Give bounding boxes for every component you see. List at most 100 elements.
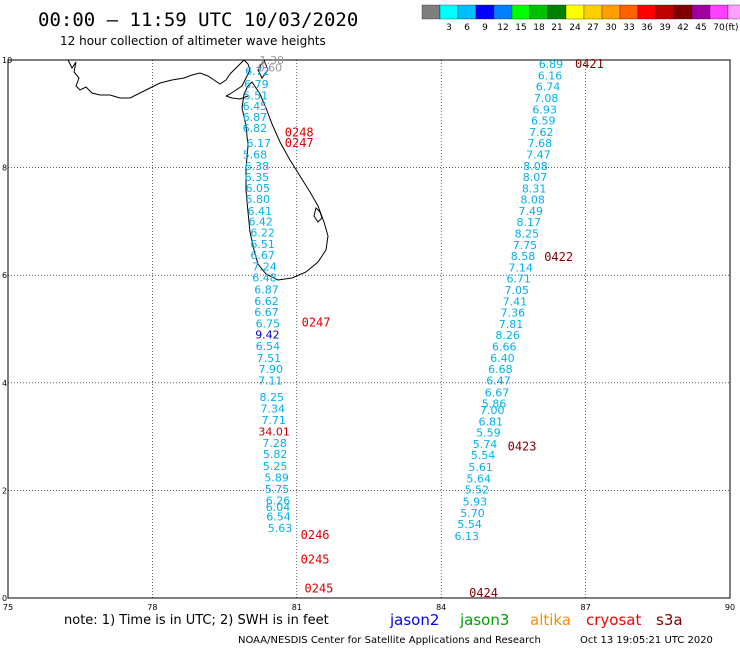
legend-s3a: s3a: [656, 611, 683, 629]
time-label: 0247: [302, 315, 331, 329]
time-label: 0421: [575, 57, 604, 71]
legend-altika: altika: [530, 611, 571, 629]
swh-value: 6.38: [245, 160, 270, 173]
legend-jason2: jason2: [389, 611, 439, 629]
swh-value: 6.71: [506, 273, 531, 286]
scale-label: 45: [695, 23, 706, 33]
swh-value: 5.54: [457, 518, 482, 531]
swh-value: 6.79: [244, 78, 269, 91]
scale-label: 27: [587, 23, 598, 33]
y-tick-label: 8: [2, 164, 7, 173]
swh-value: 6.54: [266, 511, 291, 524]
scale-unit: (ft): [725, 23, 739, 33]
swh-value: 6.93: [532, 103, 557, 116]
scale-swatch: [547, 4, 567, 20]
swh-value: 5.75: [265, 483, 290, 496]
legend-jason3: jason3: [459, 611, 509, 629]
swh-value: 5.63: [268, 522, 293, 535]
scale-swatch: [529, 4, 549, 20]
scale-swatch: [583, 4, 603, 20]
scale-label: 15: [515, 23, 526, 33]
swh-value: 6.47: [486, 374, 511, 387]
scale-label: 30: [605, 23, 617, 33]
swh-value: 6.26: [266, 494, 291, 507]
swh-value: 8.31: [522, 182, 547, 195]
swh-value: 5.54: [471, 449, 496, 462]
swh-value: 7.75: [513, 239, 538, 252]
swh-value: 5.82: [263, 448, 288, 461]
scale-label: 9: [482, 23, 488, 33]
swh-value: 7.24: [252, 260, 277, 273]
swh-value: 6.04: [266, 501, 291, 514]
swh-value: 7.68: [528, 137, 553, 150]
swh-value: 6.87: [254, 283, 279, 296]
swh-value: 6.67: [254, 306, 279, 319]
swh-value: 7.41: [503, 295, 528, 308]
track-gray-pass: 1.300.60: [258, 54, 284, 75]
y-tick-label: 10: [2, 56, 12, 65]
scale-label: 12: [497, 23, 508, 33]
swh-value: 1.30: [260, 54, 285, 67]
scale-swatch: [655, 4, 675, 20]
scale-label: 24: [569, 23, 581, 33]
swh-value: 7.62: [529, 126, 554, 139]
swh-value: 7.81: [499, 318, 524, 331]
map-title: 00:00 – 11:59 UTC 10/03/2020: [38, 9, 358, 31]
india-coast: [67, 59, 245, 99]
time-label: 0423: [508, 440, 537, 454]
swh-value: 6.81: [479, 415, 504, 428]
scale-label: 70: [713, 23, 725, 33]
y-axis-ticks: 0 2 4 6 8 10: [2, 56, 12, 603]
x-tick-label: 84: [436, 603, 446, 612]
scale-swatch: [439, 4, 459, 20]
swh-value: 8.26: [495, 329, 520, 342]
swh-value: 7.11: [258, 374, 283, 387]
scale-swatch: [601, 4, 621, 20]
swh-value: 5.70: [460, 507, 485, 520]
swh-value: 5.74: [473, 438, 498, 451]
scale-swatch: [457, 4, 477, 20]
scale-label: 42: [677, 23, 688, 33]
track-west-pass: 6.726.795.516.456.876.826.175.686.386.35…: [243, 65, 334, 596]
swh-value: 6.72: [245, 65, 270, 78]
scale-swatch: [493, 4, 513, 20]
scale-swatch: [475, 4, 495, 20]
scale-label: 33: [623, 23, 634, 33]
swh-value: 6.62: [254, 295, 279, 308]
map-subtitle: 12 hour collection of altimeter wave hei…: [60, 34, 326, 48]
swh-value: 5.86: [482, 398, 507, 411]
scale-swatch: [709, 4, 729, 20]
swh-value: 5.51: [244, 89, 269, 102]
grid-lines: [7, 59, 731, 599]
swh-value: 5.61: [468, 461, 493, 474]
time-label: 0245: [301, 553, 330, 567]
swh-value: 6.75: [256, 317, 281, 330]
scale-swatch: [691, 4, 711, 20]
track-east-pass: 6.896.166.747.086.936.597.627.687.478.08…: [454, 57, 603, 600]
plot-frame: [7, 59, 731, 599]
swh-value: 6.48: [252, 272, 277, 285]
island-1: [313, 207, 323, 223]
scale-label: 3: [446, 23, 452, 33]
time-label: 0246: [301, 528, 330, 542]
swh-value: 7.34: [260, 402, 285, 415]
swh-value: 6.40: [490, 352, 515, 365]
swh-value: 6.54: [256, 340, 281, 353]
swh-value: 6.35: [245, 171, 270, 184]
scale-label: 36: [641, 23, 653, 33]
swh-value: 5.25: [263, 460, 288, 473]
x-tick-label: 75: [3, 603, 13, 612]
swh-value: 8.17: [517, 216, 542, 229]
swh-value: 5.68: [243, 148, 268, 161]
scale-label: 18: [533, 23, 545, 33]
swh-value: 6.74: [536, 81, 561, 94]
swh-value: 0.60: [258, 61, 283, 74]
swh-value: 6.66: [492, 341, 517, 354]
footer-note: note: 1) Time is in UTC; 2) SWH is in fe…: [64, 613, 329, 628]
swh-value: 8.07: [523, 171, 548, 184]
swh-value: 5.80: [246, 193, 271, 206]
scale-label: 6: [464, 23, 470, 33]
scale-swatch: [511, 4, 531, 20]
swh-value: 7.36: [501, 307, 526, 320]
